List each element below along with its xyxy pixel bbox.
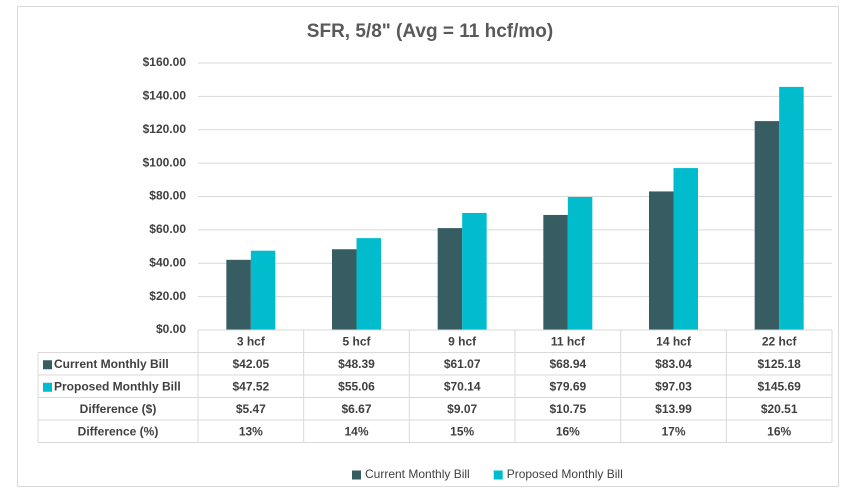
bar bbox=[226, 259, 251, 330]
row-header: Difference (%) bbox=[78, 424, 159, 438]
y-tick-label: $120.00 bbox=[143, 122, 187, 136]
x-tick-label: 22 hcf bbox=[762, 334, 798, 348]
y-tick-label: $100.00 bbox=[143, 155, 187, 169]
y-tick-label: $80.00 bbox=[149, 189, 186, 203]
bar bbox=[567, 197, 593, 330]
row-header: Proposed Monthly Bill bbox=[54, 379, 181, 393]
y-tick-label: $20.00 bbox=[149, 289, 186, 303]
bar bbox=[779, 86, 804, 330]
legend-key bbox=[352, 470, 361, 480]
legend-key bbox=[493, 470, 503, 480]
row-header: Current Monthly Bill bbox=[54, 357, 169, 371]
legend-label: Proposed Monthly Bill bbox=[507, 467, 623, 481]
row-header: Difference ($) bbox=[80, 402, 157, 416]
y-tick-label: $160.00 bbox=[143, 55, 187, 69]
cell-value: 17% bbox=[661, 424, 685, 438]
cell-value: $20.51 bbox=[761, 402, 798, 416]
cell-value: $68.94 bbox=[549, 357, 586, 371]
x-tick-label: 11 hcf bbox=[551, 334, 586, 348]
cell-value: $6.67 bbox=[341, 402, 371, 416]
x-tick-label: 9 hcf bbox=[448, 334, 477, 348]
cell-value: $79.69 bbox=[549, 379, 586, 393]
bar bbox=[332, 249, 357, 330]
y-tick-label: $140.00 bbox=[143, 89, 187, 103]
cell-value: $42.05 bbox=[232, 357, 269, 371]
cell-value: $145.69 bbox=[757, 379, 801, 393]
chart-title: SFR, 5/8" (Avg = 11 hcf/mo) bbox=[307, 21, 553, 42]
cell-value: $70.14 bbox=[444, 379, 481, 393]
cell-value: $55.06 bbox=[338, 379, 375, 393]
cell-value: $48.39 bbox=[338, 357, 375, 371]
y-tick-label: $40.00 bbox=[149, 255, 186, 269]
cell-value: 15% bbox=[450, 424, 474, 438]
cell-value: $13.99 bbox=[655, 402, 692, 416]
cell-value: $10.75 bbox=[549, 402, 586, 416]
bar bbox=[462, 212, 487, 330]
legend-key bbox=[43, 382, 52, 392]
cell-value: 14% bbox=[344, 424, 368, 438]
bar bbox=[649, 191, 674, 330]
bar bbox=[437, 228, 463, 330]
chart-border bbox=[17, 6, 839, 487]
cell-value: $83.04 bbox=[655, 357, 692, 371]
bar bbox=[754, 121, 780, 331]
cell-value: $47.52 bbox=[232, 379, 269, 393]
cell-value: $61.07 bbox=[444, 357, 481, 371]
cell-value: 16% bbox=[767, 424, 791, 438]
x-tick-label: 5 hcf bbox=[342, 334, 371, 348]
x-tick-label: 3 hcf bbox=[237, 334, 266, 348]
cell-value: $125.18 bbox=[757, 357, 801, 371]
bar bbox=[543, 214, 568, 330]
y-tick-label: $0.00 bbox=[156, 322, 186, 336]
legend-key bbox=[43, 360, 52, 370]
bar bbox=[356, 238, 381, 330]
cell-value: $5.47 bbox=[236, 402, 266, 416]
y-tick-label: $60.00 bbox=[149, 222, 186, 236]
bar bbox=[673, 168, 698, 330]
cell-value: $9.07 bbox=[447, 402, 477, 416]
cell-value: $97.03 bbox=[655, 379, 692, 393]
bar bbox=[250, 250, 276, 330]
cell-value: 16% bbox=[556, 424, 580, 438]
cell-value: 13% bbox=[239, 424, 263, 438]
legend-label: Current Monthly Bill bbox=[365, 467, 470, 481]
x-tick-label: 14 hcf bbox=[656, 334, 692, 348]
